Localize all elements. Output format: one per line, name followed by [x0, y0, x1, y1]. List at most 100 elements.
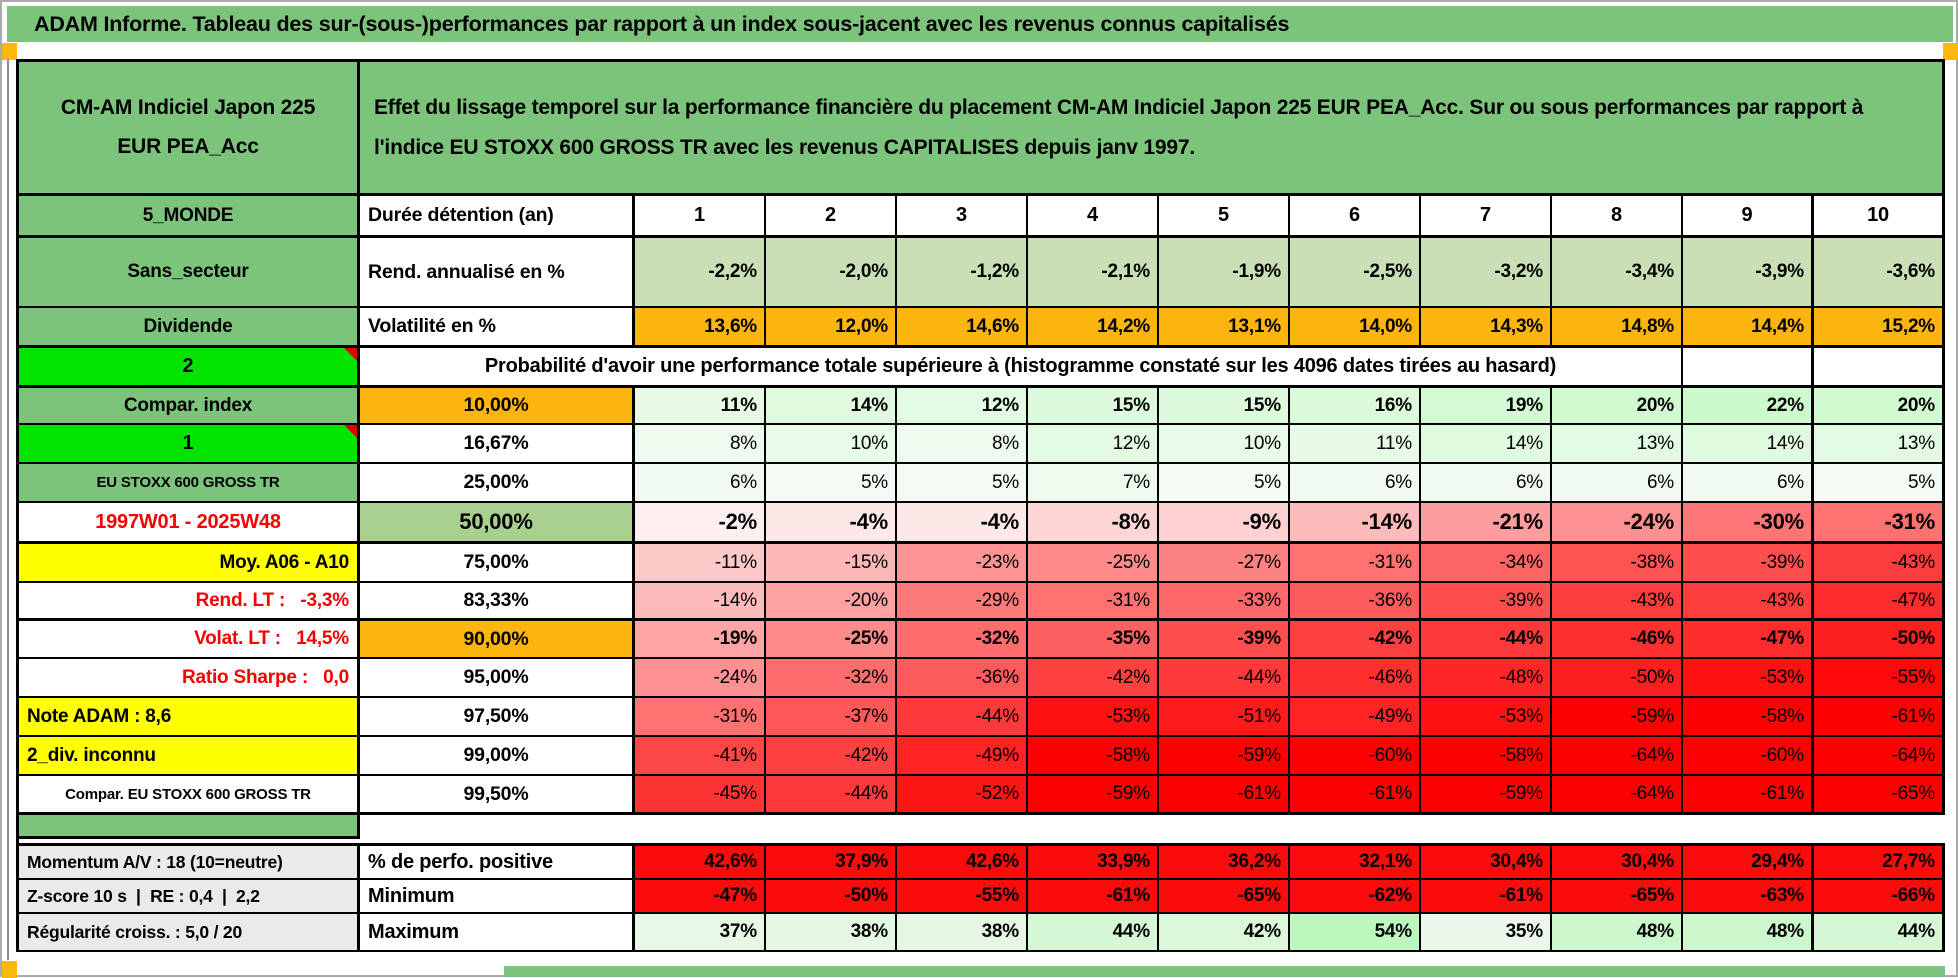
- value-cell[interactable]: 33,9%: [1028, 843, 1159, 880]
- value-cell[interactable]: -25%: [1028, 544, 1159, 583]
- duration-col-header[interactable]: 1: [635, 196, 766, 238]
- value-cell[interactable]: -39%: [1421, 583, 1552, 621]
- value-cell[interactable]: -37%: [766, 698, 897, 737]
- left-label-cell[interactable]: Volat. LT : 14,5%: [19, 621, 360, 659]
- value-cell[interactable]: -36%: [1290, 583, 1421, 621]
- value-cell[interactable]: 5%: [766, 464, 897, 503]
- value-cell[interactable]: -42%: [1028, 659, 1159, 698]
- left-label-cell[interactable]: EU STOXX 600 GROSS TR: [19, 464, 360, 503]
- value-cell[interactable]: 12,0%: [766, 308, 897, 348]
- value-cell[interactable]: -43%: [1683, 583, 1814, 621]
- value-cell[interactable]: -24%: [1552, 503, 1683, 544]
- value-cell[interactable]: -1,9%: [1159, 238, 1290, 308]
- left-label-cell[interactable]: 1997W01 - 2025W48: [19, 503, 360, 544]
- metric-label-cell[interactable]: Minimum: [360, 880, 635, 914]
- left-label-cell[interactable]: Compar. index: [19, 388, 360, 425]
- value-cell[interactable]: -53%: [1028, 698, 1159, 737]
- value-cell[interactable]: -65%: [1552, 880, 1683, 914]
- value-cell[interactable]: -31%: [1290, 544, 1421, 583]
- value-cell[interactable]: -44%: [897, 698, 1028, 737]
- duration-col-header[interactable]: 9: [1683, 196, 1814, 238]
- value-cell[interactable]: -53%: [1683, 659, 1814, 698]
- left-label-cell[interactable]: Ratio Sharpe : 0,0: [19, 659, 360, 698]
- value-cell[interactable]: 14,0%: [1290, 308, 1421, 348]
- value-cell[interactable]: -42%: [1290, 621, 1421, 659]
- value-cell[interactable]: 10%: [766, 425, 897, 464]
- left-label-cell[interactable]: Z-score 10 s | RE : 0,4 | 2,2: [19, 880, 360, 914]
- value-cell[interactable]: -55%: [897, 880, 1028, 914]
- value-cell[interactable]: -31%: [1814, 503, 1945, 544]
- percentile-label-cell[interactable]: 99,00%: [360, 737, 635, 776]
- value-cell[interactable]: -49%: [1290, 698, 1421, 737]
- value-cell[interactable]: -59%: [1421, 776, 1552, 815]
- value-cell[interactable]: -31%: [635, 698, 766, 737]
- value-cell[interactable]: -43%: [1552, 583, 1683, 621]
- value-cell[interactable]: -31%: [1028, 583, 1159, 621]
- value-cell[interactable]: 6%: [1421, 464, 1552, 503]
- value-cell[interactable]: -27%: [1159, 544, 1290, 583]
- value-cell[interactable]: -61%: [1421, 880, 1552, 914]
- left-label-cell[interactable]: 5_MONDE: [19, 196, 360, 238]
- value-cell[interactable]: 5%: [1159, 464, 1290, 503]
- value-cell[interactable]: -4%: [766, 503, 897, 544]
- value-cell[interactable]: 6%: [1290, 464, 1421, 503]
- value-cell[interactable]: -29%: [897, 583, 1028, 621]
- percentile-label-cell[interactable]: Durée détention (an): [360, 196, 635, 238]
- value-cell[interactable]: 32,1%: [1290, 843, 1421, 880]
- value-cell[interactable]: 42,6%: [897, 843, 1028, 880]
- value-cell[interactable]: -65%: [1814, 776, 1945, 815]
- value-cell[interactable]: -24%: [635, 659, 766, 698]
- percentile-label-cell[interactable]: 83,33%: [360, 583, 635, 621]
- value-cell[interactable]: 13%: [1552, 425, 1683, 464]
- value-cell[interactable]: 14%: [1421, 425, 1552, 464]
- value-cell[interactable]: -47%: [1683, 621, 1814, 659]
- value-cell[interactable]: 22%: [1683, 388, 1814, 425]
- value-cell[interactable]: -23%: [897, 544, 1028, 583]
- value-cell[interactable]: -32%: [766, 659, 897, 698]
- value-cell[interactable]: -60%: [1290, 737, 1421, 776]
- value-cell[interactable]: -33%: [1159, 583, 1290, 621]
- value-cell[interactable]: -61%: [1290, 776, 1421, 815]
- value-cell[interactable]: -3,6%: [1814, 238, 1945, 308]
- value-cell[interactable]: 36,2%: [1159, 843, 1290, 880]
- duration-col-header[interactable]: 5: [1159, 196, 1290, 238]
- value-cell[interactable]: -61%: [1028, 880, 1159, 914]
- value-cell[interactable]: -39%: [1159, 621, 1290, 659]
- value-cell[interactable]: 14,3%: [1421, 308, 1552, 348]
- value-cell[interactable]: 12%: [897, 388, 1028, 425]
- value-cell[interactable]: -8%: [1028, 503, 1159, 544]
- value-cell[interactable]: -20%: [766, 583, 897, 621]
- duration-col-header[interactable]: 7: [1421, 196, 1552, 238]
- value-cell[interactable]: 19%: [1421, 388, 1552, 425]
- value-cell[interactable]: 37,9%: [766, 843, 897, 880]
- value-cell[interactable]: -3,4%: [1552, 238, 1683, 308]
- value-cell[interactable]: -44%: [1159, 659, 1290, 698]
- left-label-cell[interactable]: Momentum A/V : 18 (10=neutre): [19, 843, 360, 880]
- value-cell[interactable]: 5%: [1814, 464, 1945, 503]
- value-cell[interactable]: -64%: [1552, 737, 1683, 776]
- value-cell[interactable]: -63%: [1683, 880, 1814, 914]
- value-cell[interactable]: 14,8%: [1552, 308, 1683, 348]
- value-cell[interactable]: -36%: [897, 659, 1028, 698]
- value-cell[interactable]: 12%: [1028, 425, 1159, 464]
- value-cell[interactable]: -61%: [1159, 776, 1290, 815]
- percentile-label-cell[interactable]: 75,00%: [360, 544, 635, 583]
- fund-name-cell[interactable]: CM-AM Indiciel Japon 225 EUR PEA_Acc: [19, 62, 360, 196]
- value-cell[interactable]: 13,1%: [1159, 308, 1290, 348]
- value-cell[interactable]: -61%: [1683, 776, 1814, 815]
- value-cell[interactable]: 44%: [1814, 914, 1945, 952]
- value-cell[interactable]: -59%: [1028, 776, 1159, 815]
- value-cell[interactable]: 14,6%: [897, 308, 1028, 348]
- percentile-label-cell[interactable]: 90,00%: [360, 621, 635, 659]
- value-cell[interactable]: 6%: [635, 464, 766, 503]
- value-cell[interactable]: -14%: [1290, 503, 1421, 544]
- value-cell[interactable]: 30,4%: [1552, 843, 1683, 880]
- value-cell[interactable]: 42%: [1159, 914, 1290, 952]
- left-label-cell[interactable]: Régularité croiss. : 5,0 / 20: [19, 914, 360, 952]
- left-label-cell[interactable]: Rend. LT : -3,3%: [19, 583, 360, 621]
- value-cell[interactable]: -43%: [1814, 544, 1945, 583]
- value-cell[interactable]: -2,1%: [1028, 238, 1159, 308]
- value-cell[interactable]: 6%: [1683, 464, 1814, 503]
- left-label-cell[interactable]: 2: [19, 348, 360, 388]
- value-cell[interactable]: 20%: [1814, 388, 1945, 425]
